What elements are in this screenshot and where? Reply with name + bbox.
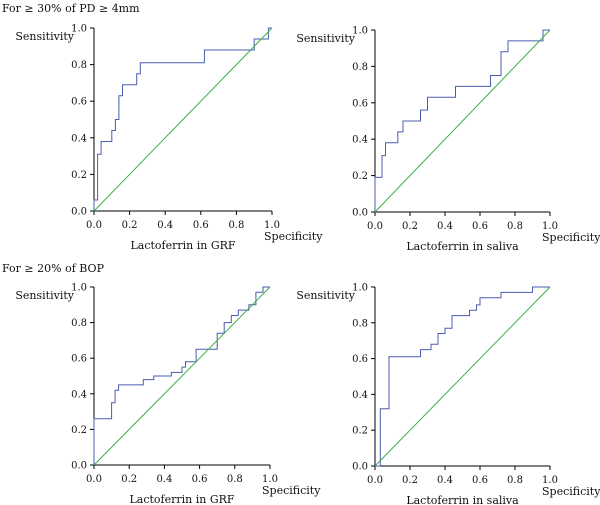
x-tick-label: 0.6 [472,475,488,486]
x-tick-label: 0.6 [472,221,488,232]
y-tick-label: 0.4 [352,390,368,401]
section-title-pd: For ≥ 30% of PD ≥ 4mm [2,2,140,15]
x-axis-end-label: Specificity [542,485,600,498]
roc-panel-4: 0.00.20.40.60.81.00.0 0.2 0.4 0.6 0.8 1.0Sens… [296,283,600,505]
y-tick-label: 0.8 [352,318,368,329]
y-tick-label: 0.4 [71,389,87,400]
x-axis-title: Lactoferrin in saliva [406,240,519,253]
y-tick-label: 0.2 [71,425,87,436]
y-tick-label: 1.0 [352,26,368,37]
y-tick-label: 0.0 [352,208,368,219]
x-tick-label: 0.0 [86,220,102,231]
x-tick-label: 0.0 [367,475,383,486]
x-tick-label: 1.0 [264,220,280,231]
y-tick-label: 0.0 [71,207,87,218]
y-tick-label: 0.2 [352,171,368,182]
y-tick-label: 1.0 [71,24,87,35]
roc-curve [93,27,272,211]
x-tick-label: 0.6 [193,220,209,231]
roc-curve [375,286,550,467]
section-title-bop: For ≥ 20% of BOP [2,262,105,275]
roc-panel-2: 0.00.20.40.60.81.00.0 0.2 0.4 0.6 0.8 1.0Sens… [296,26,600,254]
y-axis-title: Sensitivity [15,30,74,43]
y-tick-label: 0.0 [352,462,368,473]
x-axis-title: Lactoferrin in GRF [130,239,235,252]
x-tick-label: 1.0 [542,221,558,232]
x-tick-label: 0.4 [437,475,453,486]
y-tick-label: 0.4 [352,135,368,146]
y-tick-label: 0.8 [71,318,87,329]
roc-curve [374,29,550,212]
x-tick-label: 0.4 [156,474,172,485]
y-axis-title: Sensitivity [296,289,355,302]
x-tick-label: 0.4 [437,221,453,232]
y-tick-label: 0.8 [71,60,87,71]
reference-diagonal-line [374,286,551,467]
x-axis-title: Lactoferrin in GRF [129,493,234,505]
x-tick-label: 0.4 [157,220,173,231]
y-tick-label: 1.0 [71,283,87,294]
chart-panels: 0.00.20.40.60.81.00.0 0.2 0.4 0.6 0.8 1.0Sens… [15,24,600,505]
y-tick-label: 1.0 [352,283,368,294]
y-tick-label: 0.6 [352,98,368,109]
reference-diagonal-line [93,27,273,212]
y-tick-label: 0.4 [71,133,87,144]
y-tick-label: 0.6 [71,354,87,365]
x-tick-label: 0.6 [192,474,208,485]
x-tick-label: 0.2 [402,475,418,486]
y-tick-label: 0.6 [352,354,368,365]
y-tick-label: 0.8 [352,62,368,73]
x-tick-label: 0.0 [86,474,102,485]
reference-diagonal-line [374,29,551,213]
x-tick-label: 0.8 [507,221,523,232]
y-tick-label: 0.6 [71,97,87,108]
reference-diagonal-line [93,286,271,466]
x-tick-label: 0.8 [227,474,243,485]
x-tick-label: 0.2 [402,221,418,232]
y-axis-title: Sensitivity [296,32,355,45]
x-tick-label: 0.0 [367,221,383,232]
x-tick-label: 1.0 [262,474,278,485]
x-tick-label: 0.2 [122,220,138,231]
x-axis-title: Lactoferrin in saliva [406,494,519,505]
y-tick-label: 0.2 [71,170,87,181]
y-tick-label: 0.0 [71,461,87,472]
roc-panel-1: 0.00.20.40.60.81.00.0 0.2 0.4 0.6 0.8 1.0Sens… [15,24,323,253]
y-axis-title: Sensitivity [15,289,74,302]
x-axis-end-label: Specificity [262,484,321,497]
roc-panel-3: 0.00.20.40.60.81.00.0 0.2 0.4 0.6 0.8 1.0Sens… [15,283,321,505]
x-tick-label: 0.2 [121,474,137,485]
x-axis-end-label: Specificity [264,230,323,243]
x-tick-label: 0.8 [228,220,244,231]
x-tick-label: 1.0 [542,475,558,486]
x-axis-end-label: Specificity [542,231,600,244]
y-tick-label: 0.2 [352,426,368,437]
x-tick-label: 0.8 [507,475,523,486]
